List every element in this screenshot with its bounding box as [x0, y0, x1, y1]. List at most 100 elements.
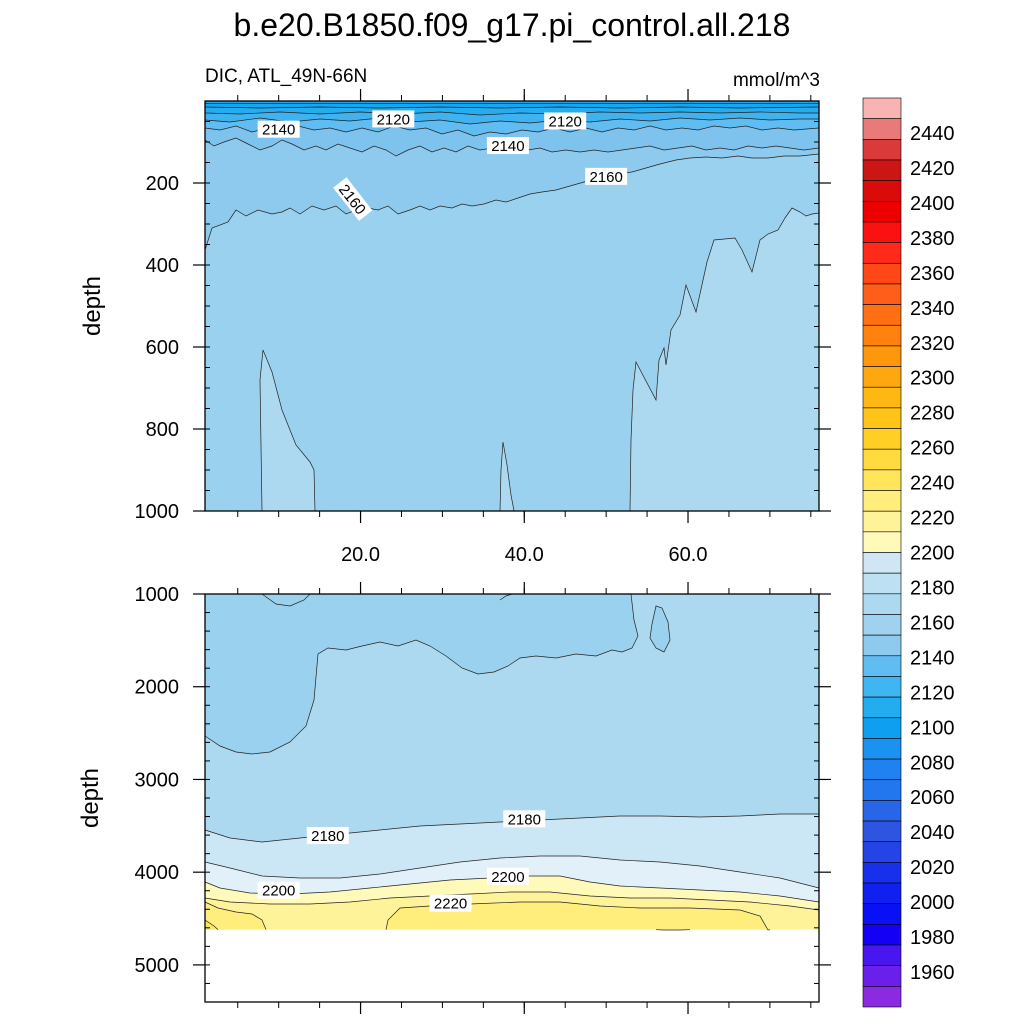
upper-contour-lines: [204, 103, 820, 512]
y-tick-label: 400: [146, 255, 179, 277]
contour-2170-notch: [261, 593, 311, 607]
colorbar-box: [862, 345, 902, 367]
contour-label-text: 2200: [262, 883, 295, 900]
colorbar-label: 2140: [910, 647, 955, 669]
contour-2180-mid: [499, 441, 515, 512]
colorbar-box: [862, 717, 902, 739]
contour-2180-right: [629, 207, 820, 512]
contour-label-text: 2160: [589, 169, 622, 186]
colorbar-box: [862, 324, 902, 347]
band-2220-left: [205, 902, 266, 930]
contour-label: 2140: [257, 120, 300, 139]
contour-label-box: [429, 894, 472, 912]
colorbar-box: [862, 448, 902, 471]
contour-label-text: 2220: [434, 896, 467, 913]
colorbar-box: [862, 407, 902, 429]
colorbar-label: 2420: [910, 158, 955, 180]
colorbar-box: [862, 882, 902, 905]
contour-label-box: [306, 827, 349, 845]
colorbar-box: [862, 159, 902, 181]
colorbar-box: [862, 634, 902, 657]
colorbar-box: [862, 986, 902, 1008]
colorbar-box: [862, 758, 902, 781]
colorbar-labels: 2440 2420 2400 2380 2360 2340 2320 2300 2280 2260…: [910, 123, 955, 984]
colorbar-box: [862, 97, 902, 119]
colorbar-label: 2120: [910, 682, 955, 704]
contour-2170-top: [204, 593, 639, 755]
colorbar-label: 2060: [910, 787, 955, 809]
colorbar-box: [862, 510, 902, 533]
colorbar-boxes: [862, 97, 902, 1008]
colorbar-label: 2360: [910, 263, 955, 285]
contour-label-box: [486, 867, 529, 885]
lower-contour-fill: [205, 594, 819, 1002]
colorbar-box: [862, 572, 902, 595]
contour-2110: [204, 106, 820, 109]
colorbar-label: 2300: [910, 368, 955, 390]
colorbar-box: [862, 139, 902, 161]
colorbar-label: 1960: [910, 962, 955, 984]
colorbar-box: [862, 593, 902, 615]
colorbar-label: 2100: [910, 717, 955, 739]
chart-title: b.e20.B1850.f09_g17.pi_control.all.218: [234, 7, 791, 43]
contour-label-box: [585, 167, 628, 185]
y-tick-label: 200: [146, 173, 179, 195]
colorbar-box: [862, 386, 902, 409]
lower-panel: 2180 2180 2200 2200 2220 1000 2000 3000 4000 500…: [77, 582, 831, 1014]
colorbar-box: [862, 200, 902, 223]
band-2180-left: [260, 350, 315, 511]
contour-2230-left: [204, 919, 219, 930]
colorbar-label: 2260: [910, 438, 955, 460]
colorbar-label: 2000: [910, 892, 955, 914]
contour-label: 2120: [544, 112, 587, 131]
colorbar-label: 2280: [910, 403, 955, 425]
upper-axis-ticks: 200 400 600 800 1000 20.0 40.0 60.0: [135, 89, 831, 566]
y-tick-label: 3000: [135, 769, 180, 791]
colorbar-label: 2200: [910, 543, 955, 565]
colorbar-box: [862, 924, 902, 946]
x-tick-label: 60.0: [669, 544, 708, 566]
contour-label: 2120: [372, 110, 415, 128]
colorbar-label: 2320: [910, 333, 955, 355]
x-tick-label: 20.0: [341, 544, 380, 566]
colorbar-label: 2160: [910, 612, 955, 634]
colorbar-label: 2380: [910, 228, 955, 250]
colorbar-box: [862, 903, 902, 925]
colorbar-box: [862, 862, 902, 884]
contour-2140: [204, 125, 820, 137]
lower-axis-ticks: 1000 2000 3000 4000 5000: [135, 582, 831, 1014]
contour-label-text: 2140: [262, 122, 295, 139]
colorbar-box: [862, 552, 902, 574]
colorbar-box: [862, 614, 902, 636]
chart-subtitle-left: DIC, ATL_49N-66N: [205, 66, 367, 87]
contour-label: 2200: [486, 867, 529, 886]
contour-2160: [204, 153, 820, 251]
colorbar-box: [862, 965, 902, 987]
y-tick-label: 4000: [135, 862, 180, 884]
contour-label: 2200: [257, 881, 300, 900]
band-2170-top: [205, 594, 638, 754]
y-tick-label: 2000: [135, 677, 180, 699]
contour-label: 2160: [585, 167, 628, 186]
chart-subtitle-units: mmol/m^3: [733, 70, 820, 91]
band-2170-blob: [650, 606, 670, 652]
band-2180-right: [630, 208, 819, 511]
x-tick-label: 40.0: [505, 544, 544, 566]
lower-contour-labels: 2180 2180 2200 2200 2220: [257, 810, 546, 913]
contour-label-text: 2120: [549, 114, 582, 131]
lower-contour-lines: [204, 593, 820, 931]
contour-2170-blob: [649, 605, 671, 653]
colorbar-label: 2240: [910, 473, 955, 495]
colorbar-box: [862, 531, 902, 553]
contour-label-box: [372, 110, 415, 128]
colorbar-box: [862, 221, 902, 243]
colorbar-label: 2080: [910, 752, 955, 774]
contour-label-text: 2200: [491, 869, 524, 886]
contour-label: 2220: [429, 894, 472, 913]
colorbar-box: [862, 118, 902, 140]
colorbar-box: [862, 800, 902, 822]
lower-y-axis-label: depth: [77, 768, 104, 828]
colorbar-box: [862, 738, 902, 760]
